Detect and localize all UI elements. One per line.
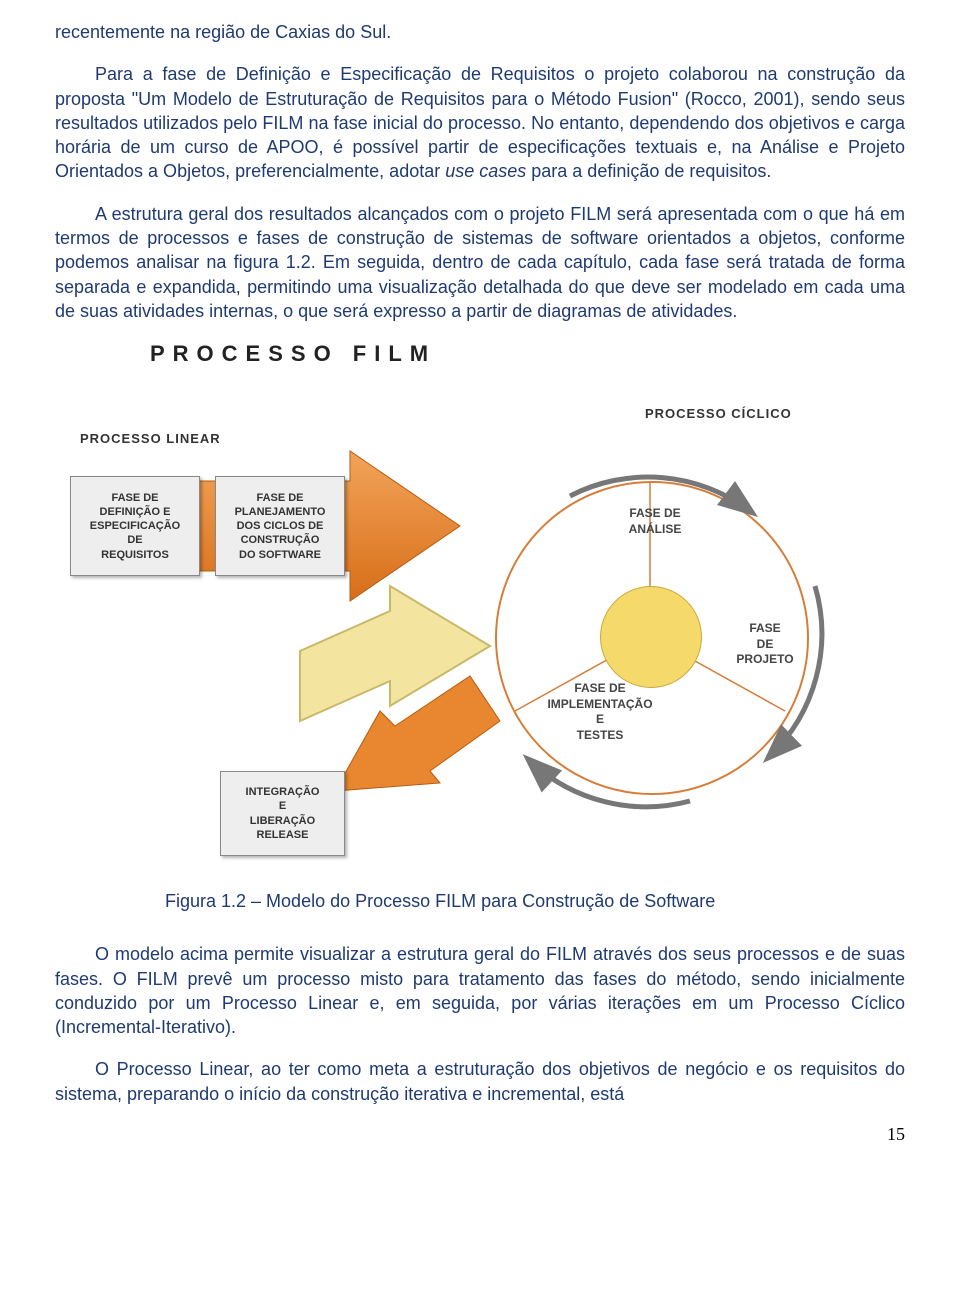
paragraph-3: A estrutura geral dos resultados alcança… xyxy=(55,202,905,323)
paragraph-4: O modelo acima permite visualizar a estr… xyxy=(55,942,905,1039)
paragraph-2: Para a fase de Definição e Especificação… xyxy=(55,62,905,183)
paragraph-2-italic: use cases xyxy=(445,161,526,181)
paragraph-5: O Processo Linear, ao ter como meta a es… xyxy=(55,1057,905,1106)
paragraph-1: recentemente na região de Caxias do Sul. xyxy=(55,20,905,44)
figure-caption: Figura 1.2 – Modelo do Processo FILM par… xyxy=(165,891,905,912)
page-number: 15 xyxy=(55,1124,905,1145)
cycle-arrows xyxy=(70,341,890,881)
process-film-diagram: PROCESSO FILM PROCESSO LINEAR PROCESSO C… xyxy=(70,341,890,881)
paragraph-2b: para a definição de requisitos. xyxy=(526,161,771,181)
